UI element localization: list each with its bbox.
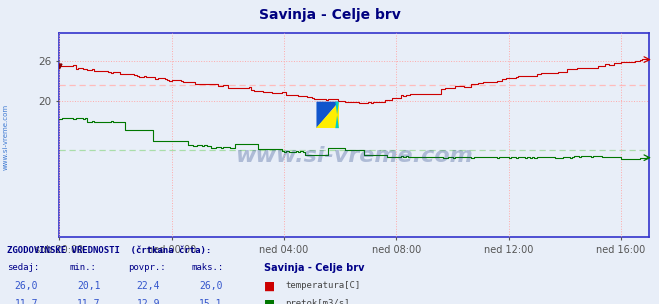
Text: 11,7: 11,7 bbox=[77, 299, 101, 304]
Text: 26,0: 26,0 bbox=[199, 281, 223, 291]
Text: min.:: min.: bbox=[69, 263, 96, 272]
Text: povpr.:: povpr.: bbox=[129, 263, 166, 272]
Text: maks.:: maks.: bbox=[191, 263, 223, 272]
Text: Savinja - Celje brv: Savinja - Celje brv bbox=[258, 8, 401, 22]
Text: 15,1: 15,1 bbox=[199, 299, 223, 304]
Polygon shape bbox=[316, 102, 339, 128]
Text: 26,0: 26,0 bbox=[14, 281, 38, 291]
Text: 11,7: 11,7 bbox=[14, 299, 38, 304]
Text: 20,1: 20,1 bbox=[77, 281, 101, 291]
Text: ■: ■ bbox=[264, 280, 275, 293]
Polygon shape bbox=[316, 102, 339, 128]
Text: 12,9: 12,9 bbox=[136, 299, 160, 304]
Text: www.si-vreme.com: www.si-vreme.com bbox=[235, 146, 473, 166]
Text: sedaj:: sedaj: bbox=[7, 263, 39, 272]
Text: www.si-vreme.com: www.si-vreme.com bbox=[2, 104, 9, 170]
Text: ■: ■ bbox=[264, 298, 275, 304]
Text: ZGODOVINSKE VREDNOSTI  (črtkana črta):: ZGODOVINSKE VREDNOSTI (črtkana črta): bbox=[7, 246, 211, 255]
Polygon shape bbox=[335, 102, 339, 128]
Text: pretok[m3/s]: pretok[m3/s] bbox=[285, 299, 350, 304]
Text: Savinja - Celje brv: Savinja - Celje brv bbox=[264, 263, 364, 273]
Text: temperatura[C]: temperatura[C] bbox=[285, 281, 360, 290]
Text: 22,4: 22,4 bbox=[136, 281, 160, 291]
